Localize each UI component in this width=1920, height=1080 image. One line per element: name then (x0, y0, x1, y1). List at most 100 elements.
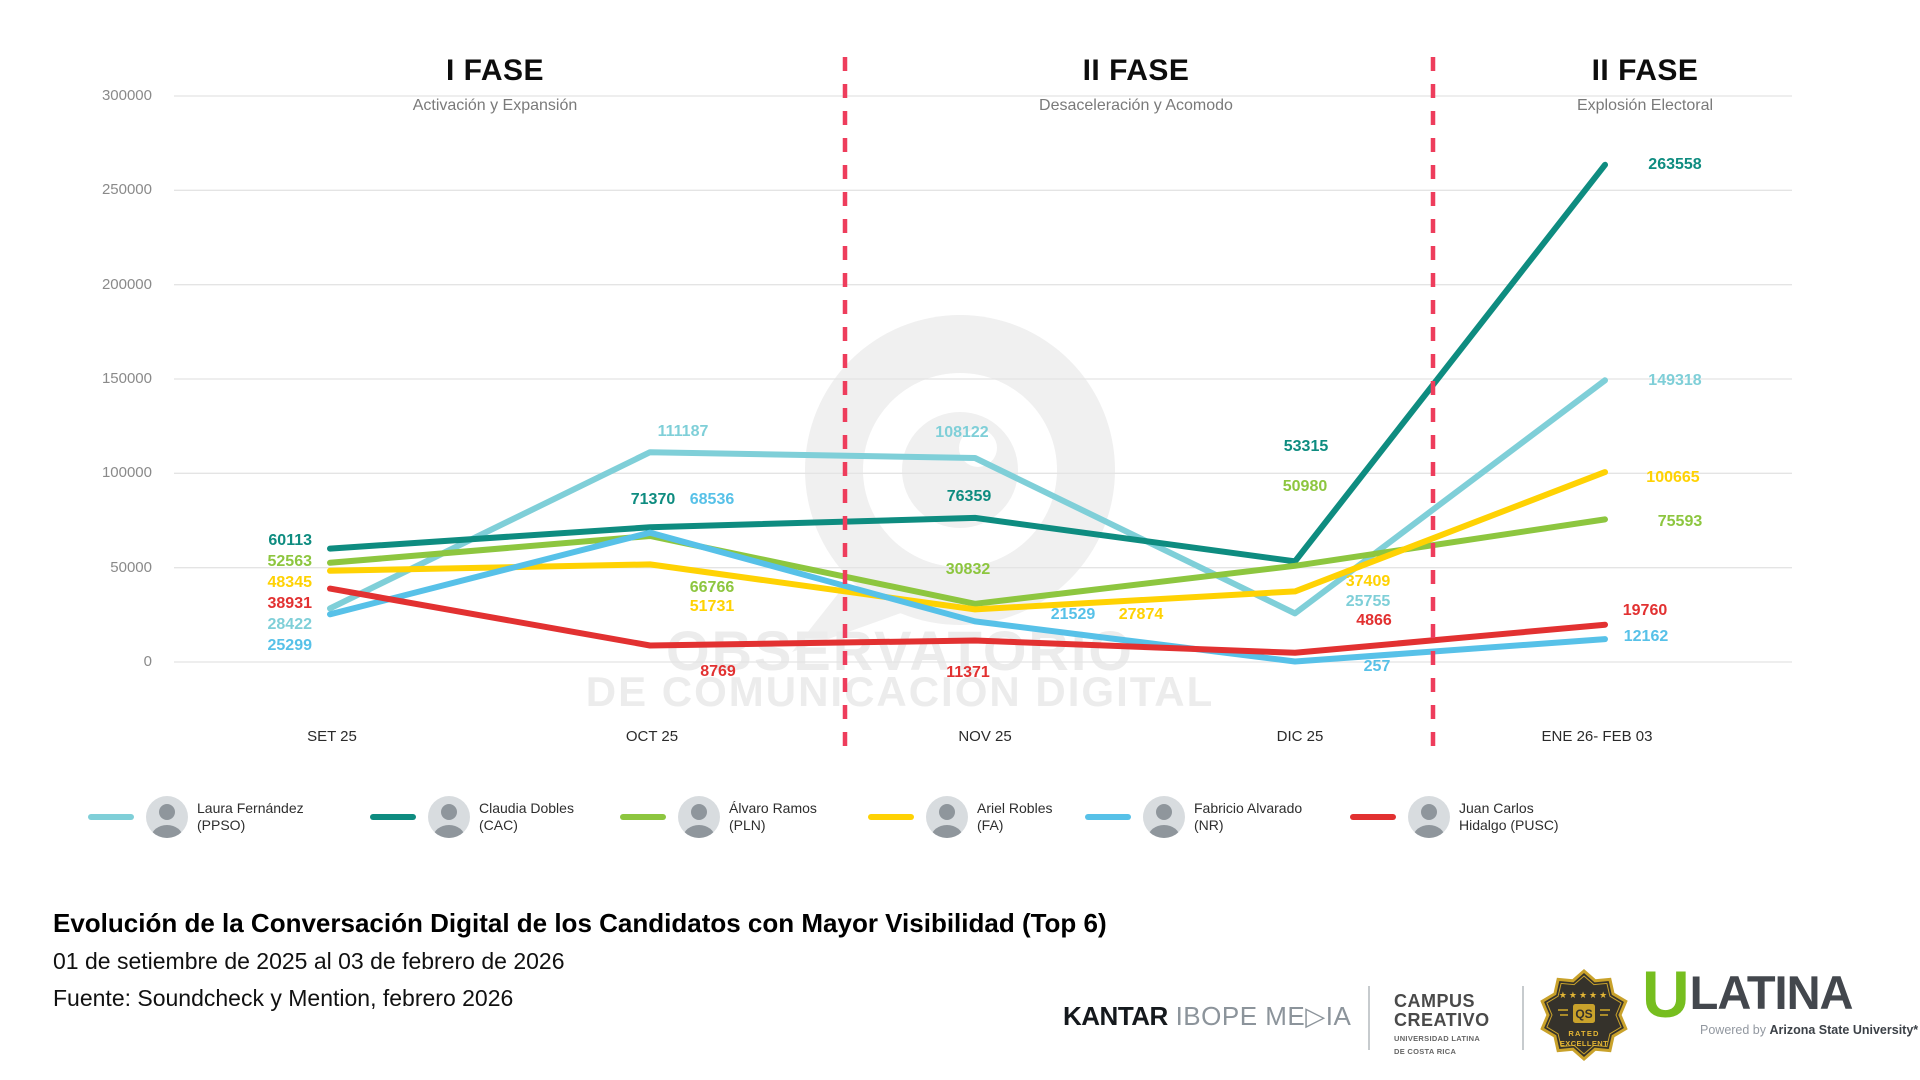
series-line-PPSO (327, 377, 1608, 617)
value-label-FA: 37409 (1345, 573, 1391, 590)
badge-qs-mark: QS (1575, 1007, 1592, 1021)
ulatina-wordmark: LATINA (1689, 966, 1854, 1019)
candidate-avatar (1143, 796, 1185, 838)
candidate-avatar (926, 796, 968, 838)
value-label-PPSO: 28422 (267, 616, 313, 633)
legend-label: Ariel Robles (FA) (977, 800, 1052, 835)
badge-stars: ★★★★★ (1559, 990, 1609, 1000)
legend-item-PLN: Álvaro Ramos (PLN) (620, 796, 817, 838)
legend-item-FA: Ariel Robles (FA) (868, 796, 1052, 838)
ulatina-u-mark: U (1642, 957, 1690, 1031)
candidate-avatar (428, 796, 470, 838)
ulatina-powered-by: Powered by Arizona State University* (1700, 1023, 1918, 1037)
value-label-CAC: 53315 (1283, 438, 1329, 455)
legend-name: Álvaro Ramos (729, 799, 817, 816)
value-label-FA: 48345 (267, 574, 313, 591)
value-label-CAC: 71370 (630, 491, 676, 508)
x-axis-label: SET 25 (307, 728, 357, 745)
legend-item-CAC: Claudia Dobles (CAC) (370, 796, 574, 838)
y-axis-label: 200000 (101, 275, 152, 293)
value-label-NR: 257 (1363, 658, 1391, 675)
ulatina-logo: U LATINA Powered by Arizona State Univer… (1642, 957, 1918, 1037)
phase-header-2: II FASE Desaceleración y Acomodo (1039, 54, 1233, 115)
qs-stars-badge: ★★★★★ QS RATED EXCELLENT (1540, 968, 1628, 1062)
series-line-CAC (327, 161, 1608, 565)
x-axis-label: DIC 25 (1276, 728, 1324, 745)
y-axis-label: 300000 (101, 87, 152, 104)
value-label-PUSC: 38931 (267, 595, 313, 612)
powered-by-text: Powered by (1700, 1023, 1770, 1037)
universidad-latina-word: UNIVERSIDAD LATINA (1394, 1034, 1481, 1043)
x-axis-label: ENE 26- FEB 03 (1541, 728, 1653, 745)
value-label-PUSC: 19760 (1622, 602, 1668, 619)
value-label-PLN: 75593 (1657, 513, 1703, 530)
legend-swatch (1085, 814, 1131, 820)
chart-title: Evolución de la Conversación Digital de … (53, 908, 1107, 938)
value-label-PLN: 30832 (945, 561, 991, 578)
campus-word: CAMPUS (1394, 991, 1476, 1011)
series-line-NR (327, 529, 1608, 665)
phase-2-title: II FASE (1082, 54, 1190, 87)
legend-swatch (88, 814, 134, 820)
value-label-PUSC: 11371 (946, 664, 990, 681)
value-label-FA: 27874 (1118, 606, 1164, 623)
y-axis-label: 250000 (101, 181, 152, 199)
series-line-PUSC (327, 585, 1608, 656)
phase-1-title: I FASE (445, 54, 545, 87)
logo-divider-1 (1368, 986, 1370, 1050)
value-label-FA: 51731 (689, 598, 735, 615)
legend-label: Álvaro Ramos (PLN) (729, 800, 817, 835)
candidate-avatar (146, 796, 188, 838)
value-label-PUSC: 4866 (1356, 612, 1392, 629)
legend-name: Claudia Dobles (479, 799, 574, 816)
value-label-NR: 12162 (1623, 628, 1669, 645)
value-label-PLN: 52563 (267, 553, 313, 570)
legend-name: Ariel Robles (977, 799, 1053, 816)
phase-1-subtitle: Activación y Expansión (412, 97, 578, 114)
phase-3-subtitle: Explosión Electoral (1576, 97, 1714, 114)
chart-date-range: 01 de setiembre de 2025 al 03 de febrero… (53, 948, 565, 974)
legend-swatch (1350, 814, 1396, 820)
media-wordmark-end: IA (1325, 1001, 1352, 1031)
legend-item-NR: Fabricio Alvarado (NR) (1085, 796, 1302, 838)
ibope-wordmark: IBOPE ME (1167, 1001, 1306, 1031)
value-label-PLN: 66766 (689, 579, 735, 596)
play-triangle-glyph: ▷ (1305, 1001, 1326, 1031)
legend-label: Claudia Dobles (CAC) (479, 800, 574, 835)
watermark-line2: DE COMUNICACIÓN DIGITAL (585, 668, 1215, 715)
creativo-word: CREATIVO (1394, 1010, 1490, 1030)
chart-source: Fuente: Soundcheck y Mention, febrero 20… (53, 985, 514, 1011)
value-label-PPSO: 25755 (1345, 593, 1391, 610)
value-label-FA: 100665 (1646, 469, 1700, 486)
y-axis-label: 100000 (101, 464, 152, 482)
legend-name: Laura Fernández (197, 799, 304, 816)
series-lines (327, 161, 1608, 665)
value-label-PPSO: 108122 (935, 424, 989, 441)
logo-divider-2 (1522, 986, 1524, 1050)
phase-2-subtitle: Desaceleración y Acomodo (1039, 97, 1233, 114)
phase-header-1: I FASE Activación y Expansión (413, 54, 578, 115)
x-axis-label: NOV 25 (958, 728, 1012, 745)
legend-label: Laura Fernández (PPSO) (197, 800, 304, 835)
candidate-avatar (678, 796, 720, 838)
value-label-NR: 21529 (1050, 606, 1096, 623)
legend-name: Fabricio Alvarado (1194, 799, 1303, 816)
legend-label: Juan Carlos Hidalgo (PUSC) (1459, 800, 1559, 835)
value-label-CAC: 76359 (946, 488, 992, 505)
badge-excellent-text: EXCELLENT (1560, 1039, 1608, 1048)
x-axis-label: OCT 25 (625, 728, 679, 745)
kantar-wordmark: KANTAR (1063, 1001, 1168, 1031)
legend-party: (PLN) (729, 817, 766, 833)
legend-swatch (620, 814, 666, 820)
legend-party: (NR) (1194, 817, 1224, 833)
value-label-CAC: 263558 (1648, 156, 1702, 173)
value-label-NR: 25299 (267, 637, 313, 654)
badge-rated-text: RATED (1568, 1029, 1599, 1038)
legend-item-PPSO: Laura Fernández (PPSO) (88, 796, 304, 838)
value-label-PLN: 50980 (1282, 478, 1328, 495)
legend-label: Fabricio Alvarado (NR) (1194, 800, 1302, 835)
kantar-ibope-media-logo: KANTAR IBOPE ME▷IA (1063, 1001, 1351, 1032)
legend-party: (FA) (977, 817, 1004, 833)
value-label-PPSO: 111187 (657, 423, 709, 440)
